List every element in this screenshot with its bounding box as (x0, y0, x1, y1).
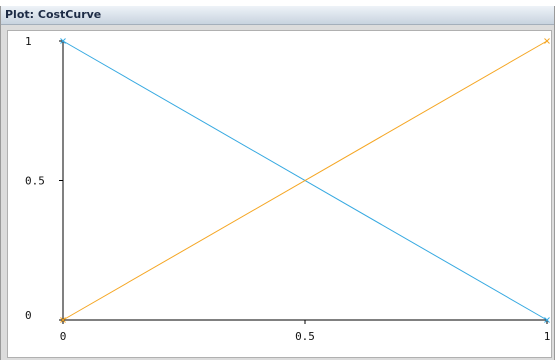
plot-area[interactable]: 0 0.5 1 0 0.5 1 (7, 30, 552, 358)
title-bar[interactable]: Plot: CostCurve (1, 6, 554, 25)
x-tick-label: 0 (60, 330, 67, 343)
series-lines (62, 40, 548, 321)
series-2-point (60, 317, 66, 323)
y-tick-label: 0.5 (25, 175, 45, 188)
y-tick-label: 0 (25, 309, 32, 322)
series-markers (60, 38, 550, 323)
x-tick-label: 1 (544, 330, 551, 343)
window-top-strip (0, 0, 555, 6)
x-tick-label: 0.5 (295, 330, 315, 343)
series-1-point (60, 38, 66, 44)
tick-labels: 0 0.5 1 0 0.5 1 (25, 35, 550, 343)
y-tick-label: 1 (25, 35, 32, 48)
plot-window: Plot: CostCurve 0 0.5 1 0 0.5 1 (0, 6, 555, 360)
series-2-point (544, 38, 550, 44)
window-title: Plot: CostCurve (5, 8, 102, 21)
series-2-line (62, 40, 548, 321)
series-1-point (544, 317, 550, 323)
cost-curve-chart: 0 0.5 1 0 0.5 1 (25, 35, 550, 343)
